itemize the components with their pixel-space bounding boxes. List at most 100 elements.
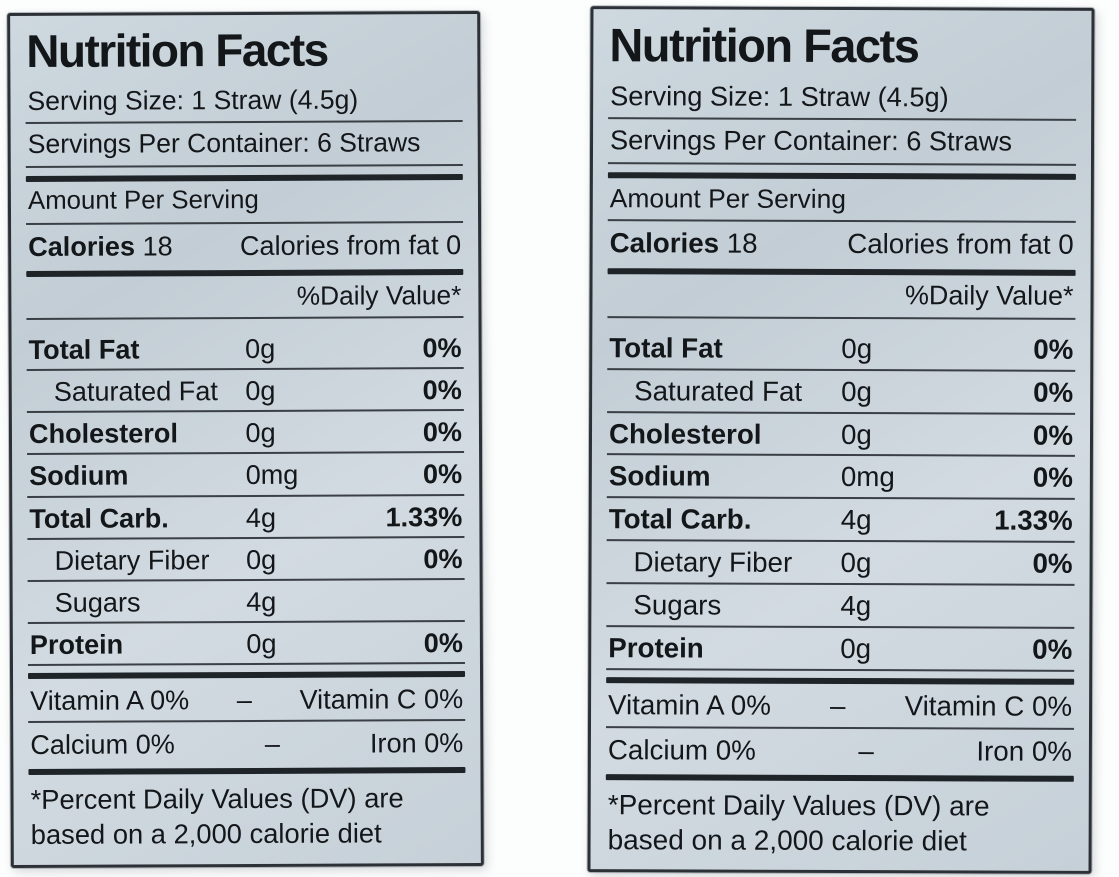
nutrient-daily-value: 0%: [422, 374, 462, 406]
nutrient-name: Total Fat: [609, 331, 723, 364]
row-cholesterol: Cholesterol 0g 0%: [606, 412, 1076, 458]
row-total-carb: Total Carb. 4g 1.33%: [27, 495, 465, 540]
calories-label: Calories: [609, 227, 720, 259]
nutrient-daily-value: 0%: [422, 332, 462, 364]
nutrient-name: Sodium: [29, 459, 129, 492]
iron-value: Iron 0%: [976, 735, 1072, 767]
nutrient-amount: 4g: [246, 585, 277, 617]
nutrient-name: Sodium: [608, 460, 711, 492]
nutrient-daily-value: 0%: [422, 458, 463, 490]
nutrient-amount: 0g: [840, 418, 872, 450]
nutrient-amount: 0g: [246, 627, 277, 660]
iron-value: Iron 0%: [369, 727, 464, 759]
nutrient-daily-value: 0%: [1032, 462, 1073, 494]
nutrient-name: Sugars: [54, 586, 141, 618]
footnote-line-1: *Percent Daily Values (DV) are: [607, 788, 990, 822]
nutrient-daily-value: 0%: [1033, 333, 1074, 365]
daily-value-header: %Daily Value*: [607, 273, 1076, 320]
nutrient-amount: 0g: [841, 332, 873, 364]
amount-per-serving-heading: Amount Per Serving: [25, 179, 464, 225]
calcium-value: Calcium 0%: [30, 728, 175, 761]
vitamin-c-value: Vitamin C 0%: [904, 689, 1073, 722]
row-total-fat: Total Fat 0g 0%: [607, 326, 1076, 372]
calories-amount: Calories 18: [28, 230, 173, 262]
nutrient-name: Protein: [608, 632, 704, 664]
nutrient-daily-value: 0%: [422, 416, 463, 448]
calories-value: 18: [142, 229, 173, 262]
vitamin-c-value: Vitamin C 0%: [299, 683, 464, 716]
vitamins-row: Vitamin A 0% – Vitamin C 0%: [605, 682, 1075, 730]
row-sugars: Sugars 4g: [606, 584, 1075, 629]
nutrition-label-left: Nutrition Facts Serving Size: 1 Straw (4…: [7, 10, 484, 869]
nutrient-name: Cholesterol: [608, 417, 762, 450]
footnote: *Percent Daily Values (DV) are based on …: [28, 780, 465, 852]
serving-size-line: Serving Size: 1 Straw (4.5g): [25, 78, 463, 125]
nutrient-daily-value: 0%: [1032, 633, 1073, 665]
nutrient-amount: 0g: [841, 375, 873, 407]
row-sodium: Sodium 0mg 0%: [606, 455, 1075, 501]
separator-dash: –: [830, 689, 846, 721]
nutrient-name: Total Fat: [28, 333, 140, 365]
amount-per-serving-heading: Amount Per Serving: [607, 177, 1076, 223]
nutrition-facts-title: Nutrition Facts: [26, 23, 328, 77]
footnote-line-1: *Percent Daily Values (DV) are: [30, 781, 404, 815]
nutrient-name: Saturated Fat: [53, 375, 218, 407]
separator-dash: –: [264, 728, 280, 760]
separator-dash: –: [236, 684, 252, 716]
nutrient-name: Cholesterol: [28, 417, 179, 450]
nutrient-name: Dietary Fiber: [54, 543, 210, 576]
nutrient-amount: 0g: [245, 332, 276, 364]
separator-dash: –: [858, 734, 874, 766]
row-sugars: Sugars 4g: [27, 579, 465, 625]
thick-divider: [28, 766, 466, 775]
nutrient-name: Total Carb.: [29, 501, 169, 534]
nutrient-daily-value: 0%: [1032, 419, 1074, 451]
nutrition-facts-title: Nutrition Facts: [609, 18, 919, 73]
nutrient-amount: 4g: [245, 501, 277, 533]
daily-value-header: %Daily Value*: [26, 274, 464, 320]
nutrient-daily-value: 1.33%: [994, 504, 1073, 537]
nutrient-amount: 4g: [840, 589, 872, 622]
nutrient-amount: 0g: [245, 417, 276, 449]
vitamin-a-value: Vitamin A 0%: [30, 684, 190, 717]
servings-per-container-line: Servings Per Container: 6 Straws: [25, 122, 463, 168]
nutrient-daily-value: [337, 610, 463, 611]
row-sodium: Sodium 0mg 0%: [27, 453, 465, 498]
nutrient-name: Protein: [29, 628, 124, 661]
minerals-row: Calcium 0% – Iron 0%: [606, 728, 1074, 773]
calories-from-fat: Calories from fat 0: [847, 227, 1074, 260]
calories-label: Calories: [28, 230, 136, 262]
nutrition-label-right: Nutrition Facts Serving Size: 1 Straw (4…: [587, 6, 1095, 874]
calories-row: Calories 18 Calories from fat 0: [608, 221, 1076, 266]
nutrient-name: Saturated Fat: [634, 374, 803, 407]
row-cholesterol: Cholesterol 0g 0%: [26, 411, 465, 456]
nutrient-name: Sugars: [633, 589, 722, 621]
footnote-line-2: based on a 2,000 calorie diet: [30, 816, 382, 850]
nutrient-daily-value: 0%: [423, 542, 463, 574]
nutrient-daily-value: 0%: [1033, 376, 1074, 408]
footnote: *Percent Daily Values (DV) are based on …: [606, 787, 1074, 860]
row-saturated-fat: Saturated Fat 0g 0%: [607, 369, 1076, 415]
calories-amount: Calories 18: [610, 227, 758, 259]
nutrient-amount: 0g: [840, 632, 872, 664]
calories-from-fat: Calories from fat 0: [239, 228, 462, 261]
row-dietary-fiber: Dietary Fiber 0g 0%: [606, 541, 1075, 586]
row-protein: Protein 0g 0%: [27, 622, 465, 667]
nutrient-name: Dietary Fiber: [633, 546, 793, 578]
nutrient-amount: 4g: [840, 504, 872, 536]
nutrient-amount: 0mg: [840, 461, 895, 493]
row-total-fat: Total Fat 0g 0%: [26, 327, 464, 372]
serving-size-line: Serving Size: 1 Straw (4.5g): [608, 75, 1077, 122]
vitamin-a-value: Vitamin A 0%: [608, 688, 771, 721]
footnote-line-2: based on a 2,000 calorie diet: [607, 824, 967, 857]
nutrient-daily-value: 1.33%: [385, 500, 463, 532]
calories-value: 18: [726, 227, 758, 259]
vitamins-row: Vitamin A 0% – Vitamin C 0%: [28, 677, 466, 724]
nutrient-name: Total Carb.: [608, 503, 752, 535]
nutrient-amount: 0g: [245, 543, 277, 575]
nutrient-table: Total Fat 0g 0% Saturated Fat 0g 0% Chol…: [606, 326, 1076, 672]
nutrient-amount: 0g: [245, 375, 276, 407]
row-dietary-fiber: Dietary Fiber 0g 0%: [27, 537, 465, 582]
nutrient-daily-value: 0%: [423, 627, 463, 659]
